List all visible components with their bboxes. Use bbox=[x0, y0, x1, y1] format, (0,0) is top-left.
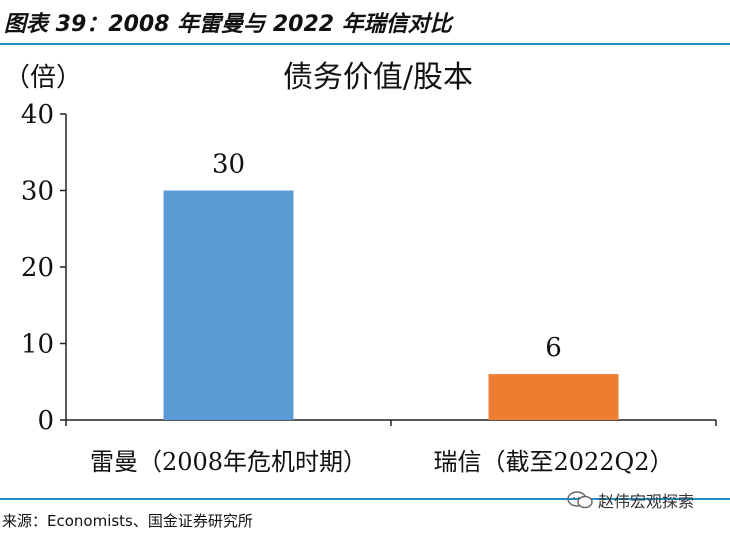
data-label-1: 30 bbox=[212, 150, 245, 180]
data-label-2: 6 bbox=[545, 333, 562, 363]
plot-area: 0 10 20 30 40 30 雷曼（2008年危机时期） 6 瑞信（截至2022Q2） bbox=[21, 100, 717, 476]
figure-title: 图表 39：2008 年雷曼与 2022 年瑞信对比 bbox=[4, 12, 452, 37]
y-tick-label: 20 bbox=[21, 253, 54, 283]
chart-title: 债务价值/股本 bbox=[283, 60, 473, 95]
bar-1 bbox=[163, 190, 294, 420]
y-tick-label: 40 bbox=[21, 100, 54, 130]
category-label-2: 瑞信（截至2022Q2） bbox=[433, 448, 673, 476]
top-divider bbox=[0, 43, 730, 45]
bar-2 bbox=[488, 374, 619, 420]
watermark: 赵伟宏观探索 bbox=[566, 488, 694, 512]
wechat-logo-icon bbox=[567, 491, 593, 509]
y-tick-label: 30 bbox=[21, 177, 54, 207]
bar-chart: 债务价值/股本 （倍） 0 10 20 30 40 30 雷曼（2008年危机时期） 6 瑞信（… bbox=[4, 60, 717, 476]
category-label-1: 雷曼（2008年危机时期） bbox=[90, 448, 367, 476]
source-note: 来源：Economists、国金证券研究所 bbox=[2, 512, 253, 530]
y-axis-label: （倍） bbox=[4, 63, 82, 93]
y-tick-label: 0 bbox=[37, 406, 54, 436]
bottom-divider bbox=[0, 498, 730, 500]
y-tick-label: 10 bbox=[21, 330, 54, 360]
watermark-text: 赵伟宏观探索 bbox=[598, 492, 695, 511]
